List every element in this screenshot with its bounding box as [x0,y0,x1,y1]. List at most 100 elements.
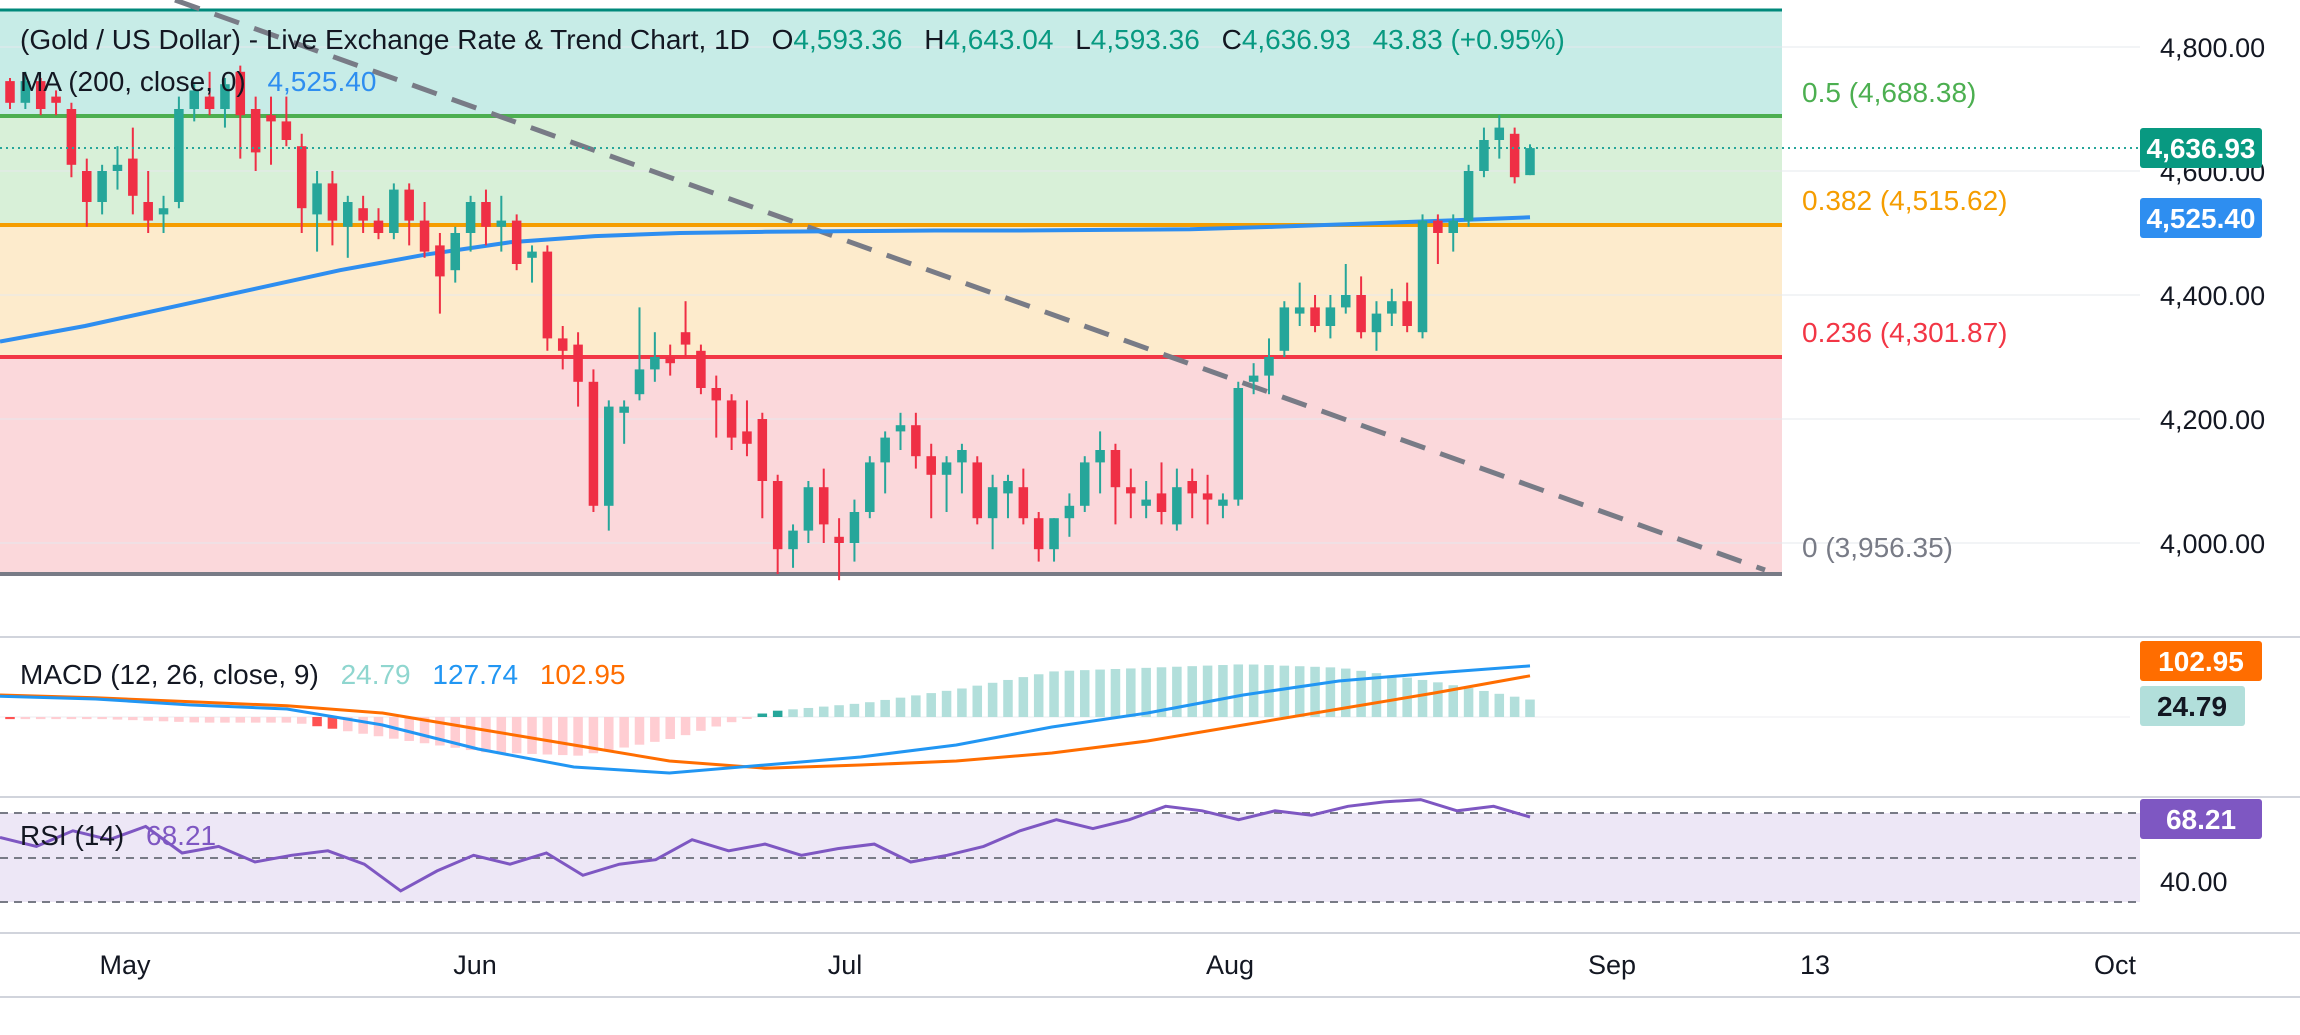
time-axis-label: Oct [2094,950,2137,980]
macd-histogram-bar [450,717,461,748]
macd-histogram-bar [911,695,921,717]
high-label: H [924,24,944,55]
low-label: L [1075,24,1091,55]
macd-histogram-bar [726,717,737,723]
macd-histogram-bar [1448,685,1458,717]
candle-body [266,115,276,122]
rsi-legend-value: 68.21 [146,820,216,851]
candle-body [82,171,92,202]
macd-histogram-bar [1463,688,1474,717]
candle-body [1003,481,1013,494]
macd-histogram-bar [1187,666,1197,717]
macd-histogram-bar [1417,679,1428,717]
macd-histogram-bar [250,717,261,723]
macd-histogram-bar [1064,670,1075,717]
macd-histogram-bar [327,717,338,729]
macd-histogram-bar [189,717,200,723]
candle-body [1279,307,1290,351]
macd-histogram-bar [972,685,983,717]
candle-body [343,202,353,227]
open-value: 4,593.36 [793,24,902,55]
macd-histogram-bar [880,699,890,717]
close-price-tag: 4,636.93 [2140,128,2262,168]
candle-body [1248,375,1259,382]
macd-histogram-bar [1356,670,1366,717]
macd-histogram-bar [818,706,829,717]
candle-body [312,183,322,215]
macd-histogram-bar [926,693,936,717]
macd-histogram-bar [742,717,752,719]
candle-body [235,71,246,116]
rsi-axis-label: 40.00 [2160,867,2228,897]
macd-histogram-bar [849,703,860,717]
candle-body [112,164,123,171]
candle-body [726,400,737,438]
time-axis-label: Sep [1588,950,1636,980]
macd-histogram-bar [527,717,537,754]
macd-histogram [5,664,1535,756]
macd-histogram-bar [588,717,599,754]
macd-histogram-bar [957,688,967,717]
candle-body [865,462,875,512]
price-axis-label: 4,400.00 [2160,281,2265,311]
macd-histogram-bar [481,717,491,753]
candle-body [987,487,998,519]
trend-line[interactable] [174,0,1766,573]
candle-body [895,425,906,432]
ma-price-tag: 4,525.40 [2140,198,2262,238]
candle-body [680,332,691,345]
candle-body [1325,307,1336,326]
candle-body [481,202,491,227]
candle-body [1340,295,1351,308]
macd-histogram-bar [650,717,660,742]
macd-histogram-bar [296,717,307,724]
macd-histogram-bar [465,717,476,751]
macd-histogram-bar [757,713,768,717]
candle-body [143,202,153,221]
macd-histogram-bar [1310,666,1320,717]
rsi-tag: 68.21 [2140,799,2262,839]
macd-histogram-bar [619,717,629,748]
macd-histogram-bar [312,717,322,727]
candle-body [1463,171,1474,221]
rsi-legend[interactable]: RSI (14) 68.21 [20,820,216,851]
macd-histogram-bar [1340,668,1351,717]
macd-hist-tag-text: 24.79 [2157,691,2227,722]
candle-body [66,109,77,165]
macd-histogram-bar [5,717,15,720]
macd-histogram-bar [1218,665,1228,717]
candle-body [941,462,952,475]
grid-lines [0,46,2140,544]
macd-histogram-bar [35,717,46,720]
time-axis[interactable]: May Jun Jul Aug Sep 13 Oct [99,950,2136,980]
candle-body [20,81,31,103]
macd-histogram-bar [573,717,583,756]
fib-label-0236: 0.236 (4,301.87) [1802,317,2008,348]
macd-histogram-bar [634,717,645,745]
macd-histogram-bar [143,717,153,721]
macd-legend[interactable]: MACD (12, 26, close, 9) 24.79 127.74 102… [20,659,625,690]
candle-body [1110,450,1121,488]
macd-histogram-bar [1095,669,1105,717]
time-axis-label: Jul [828,950,863,980]
candle-body [1156,493,1167,512]
macd-histogram-bar [788,709,798,717]
macd-signal-tag: 102.95 [2140,641,2262,681]
macd-histogram-bar [235,717,246,723]
macd-histogram-bar [1248,664,1259,717]
candle-body [51,96,61,103]
macd-histogram-bar [1172,666,1182,717]
candle-body [250,109,261,153]
macd-hist-tag: 24.79 [2140,686,2245,726]
high-value: 4,643.04 [944,24,1053,55]
candle-body [1509,133,1520,178]
macd-histogram-bar [435,717,445,746]
macd-histogram-bar [158,717,169,722]
macd-histogram-bar [1018,677,1029,717]
candle-body [1018,487,1029,519]
macd-pane [0,664,2130,775]
macd-histogram-bar [772,710,783,717]
candles [5,65,1535,581]
macd-histogram-bar [1433,682,1443,717]
ma-legend[interactable]: MA (200, close, 0) 4,525.40 [20,66,376,97]
